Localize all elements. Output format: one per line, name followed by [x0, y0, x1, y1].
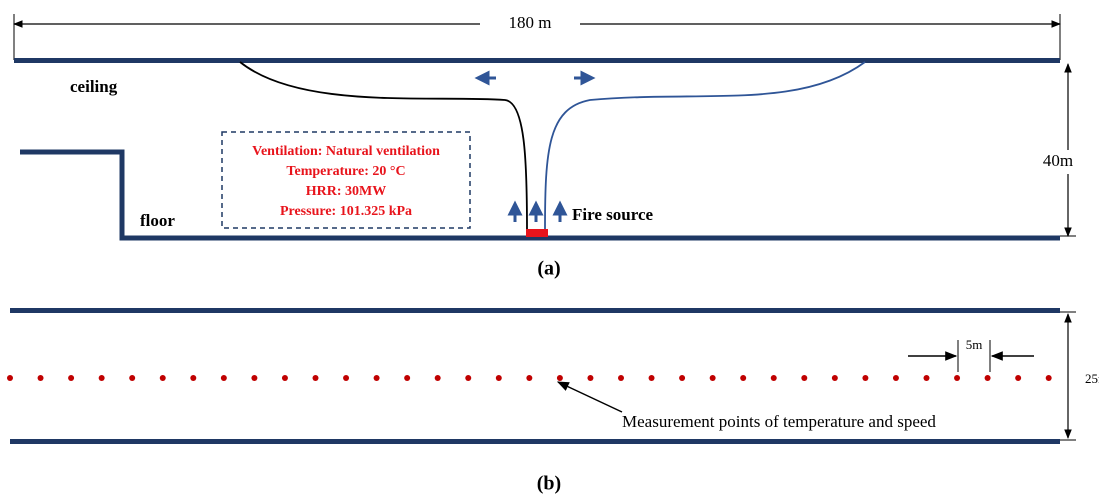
measurement-point — [496, 375, 502, 381]
measurement-point — [282, 375, 288, 381]
measurement-point — [924, 375, 930, 381]
wall-bottom — [10, 439, 1060, 444]
caption: (b) — [537, 473, 561, 495]
measurement-point — [435, 375, 441, 381]
wall-top — [10, 308, 1060, 313]
floor-line — [20, 152, 1060, 238]
fire-source — [526, 229, 548, 237]
measurement-points — [7, 375, 1082, 381]
measurement-point — [7, 375, 13, 381]
measurement-point — [587, 375, 593, 381]
measurement-point — [801, 375, 807, 381]
pointer-arrow — [558, 382, 622, 412]
measurement-point — [1015, 375, 1021, 381]
measurement-point — [343, 375, 349, 381]
floor-label: floor — [140, 211, 175, 230]
measurement-point — [313, 375, 319, 381]
condition: Pressure: 101.325 kPa — [280, 204, 412, 219]
ceiling-bar — [14, 58, 1060, 63]
measurement-point — [160, 375, 166, 381]
measurement-point — [893, 375, 899, 381]
measurement-point — [771, 375, 777, 381]
measurement-point — [557, 375, 563, 381]
height-label: 40m — [1043, 151, 1073, 170]
diagram: 180 m ceiling floor 40m Fire source Vent… — [0, 0, 1099, 499]
condition: Ventilation: Natural ventilation — [252, 144, 440, 159]
measurement-point — [862, 375, 868, 381]
measurement-point — [465, 375, 471, 381]
measurement-point — [1046, 375, 1052, 381]
measurement-point — [832, 375, 838, 381]
measurement-point — [190, 375, 196, 381]
width-label: 25m — [1085, 371, 1099, 386]
measurement-point — [221, 375, 227, 381]
spacing-label: 5m — [966, 337, 983, 352]
measurement-point — [740, 375, 746, 381]
fire-source-label: Fire source — [572, 205, 653, 224]
condition: Temperature: 20 °C — [286, 164, 405, 179]
measurement-point — [679, 375, 685, 381]
measurement-point — [710, 375, 716, 381]
measurement-point — [954, 375, 960, 381]
measurement-point — [374, 375, 380, 381]
measurement-point — [99, 375, 105, 381]
measurement-point — [129, 375, 135, 381]
measurement-point — [68, 375, 74, 381]
measurement-point — [618, 375, 624, 381]
ceiling-label: ceiling — [70, 77, 118, 96]
measurement-point — [526, 375, 532, 381]
measurement-point — [985, 375, 991, 381]
measurement-point — [649, 375, 655, 381]
caption: (a) — [537, 258, 560, 280]
width-label: 180 m — [509, 13, 552, 32]
points-label: Measurement points of temperature and sp… — [622, 412, 936, 431]
condition: HRR: 30MW — [306, 184, 387, 199]
measurement-point — [404, 375, 410, 381]
measurement-point — [38, 375, 44, 381]
measurement-point — [251, 375, 257, 381]
